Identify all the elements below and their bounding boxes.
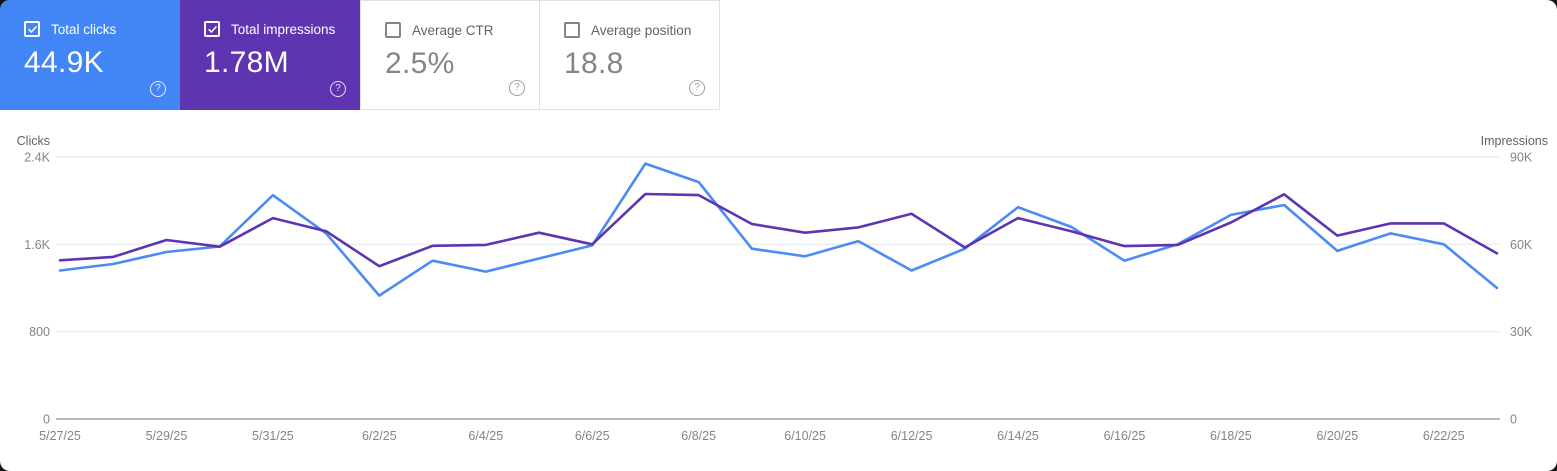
card-label: Total impressions bbox=[231, 21, 336, 37]
right-axis-title: Impressions bbox=[1481, 134, 1548, 148]
x-axis-date-label: 6/18/25 bbox=[1210, 429, 1252, 443]
x-axis-date-label: 5/31/25 bbox=[252, 429, 294, 443]
x-axis-date-label: 5/29/25 bbox=[146, 429, 188, 443]
card-label: Average CTR bbox=[412, 22, 494, 38]
help-icon[interactable]: ? bbox=[689, 80, 705, 96]
check-icon bbox=[27, 25, 37, 33]
clicks-impressions-chart[interactable]: Clicks Impressions 0 800 1.6K 2.4K 0 30K 60K 90K 5… bbox=[0, 110, 1557, 471]
impressions-line bbox=[58, 192, 1499, 268]
left-axis-tick: 800 bbox=[29, 325, 50, 339]
x-axis-date-label: 6/20/25 bbox=[1316, 429, 1358, 443]
metric-cards: Total clicks 44.9K ? Total impressions 1… bbox=[0, 0, 1557, 110]
left-axis-title: Clicks bbox=[17, 134, 50, 148]
checkbox-total-clicks[interactable] bbox=[24, 21, 40, 37]
x-axis-date-label: 6/16/25 bbox=[1104, 429, 1146, 443]
card-header: Average position bbox=[564, 22, 719, 38]
left-axis-tick: 0 bbox=[43, 413, 50, 427]
card-value: 44.9K bbox=[24, 46, 104, 79]
help-icon[interactable]: ? bbox=[150, 81, 166, 97]
card-label: Total clicks bbox=[51, 21, 117, 37]
card-value: 18.8 bbox=[564, 47, 624, 80]
card-header: Total clicks bbox=[24, 21, 180, 37]
x-axis-date-label: 6/6/25 bbox=[575, 429, 610, 443]
x-axis-date-label: 5/27/25 bbox=[39, 429, 81, 443]
card-label: Average position bbox=[591, 22, 692, 38]
right-axis-tick: 0 bbox=[1510, 413, 1517, 427]
card-total-impressions[interactable]: Total impressions 1.78M ? bbox=[180, 0, 360, 110]
help-icon[interactable]: ? bbox=[509, 80, 525, 96]
x-axis-date-label: 6/4/25 bbox=[468, 429, 503, 443]
checkbox-total-impressions[interactable] bbox=[204, 21, 220, 37]
card-header: Total impressions bbox=[204, 21, 360, 37]
x-axis-date-label: 6/10/25 bbox=[784, 429, 826, 443]
clicks-line bbox=[58, 162, 1499, 297]
x-axis-date-label: 6/22/25 bbox=[1423, 429, 1465, 443]
checkbox-average-position[interactable] bbox=[564, 22, 580, 38]
right-axis-tick: 60K bbox=[1510, 238, 1533, 252]
help-icon[interactable]: ? bbox=[330, 81, 346, 97]
card-average-position[interactable]: Average position 18.8 ? bbox=[540, 0, 720, 110]
right-axis-tick: 30K bbox=[1510, 325, 1533, 339]
right-axis-tick: 90K bbox=[1510, 151, 1533, 165]
performance-chart[interactable]: Clicks Impressions 0 800 1.6K 2.4K 0 30K 60K 90K 5… bbox=[0, 110, 1557, 471]
x-axis-date-label: 6/8/25 bbox=[681, 429, 716, 443]
x-axis-date-label: 6/2/25 bbox=[362, 429, 397, 443]
card-value: 2.5% bbox=[385, 47, 455, 80]
card-total-clicks[interactable]: Total clicks 44.9K ? bbox=[0, 0, 180, 110]
card-header: Average CTR bbox=[385, 22, 539, 38]
x-axis-date-label: 6/12/25 bbox=[891, 429, 933, 443]
card-value: 1.78M bbox=[204, 46, 289, 79]
left-axis-tick: 2.4K bbox=[24, 151, 50, 165]
left-axis-tick: 1.6K bbox=[24, 238, 50, 252]
x-axis-date-label: 6/14/25 bbox=[997, 429, 1039, 443]
check-icon bbox=[207, 25, 217, 33]
card-average-ctr[interactable]: Average CTR 2.5% ? bbox=[360, 0, 540, 110]
checkbox-average-ctr[interactable] bbox=[385, 22, 401, 38]
